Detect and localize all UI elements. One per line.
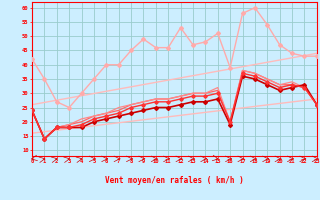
X-axis label: Vent moyen/en rafales ( km/h ): Vent moyen/en rafales ( km/h ) — [105, 176, 244, 185]
